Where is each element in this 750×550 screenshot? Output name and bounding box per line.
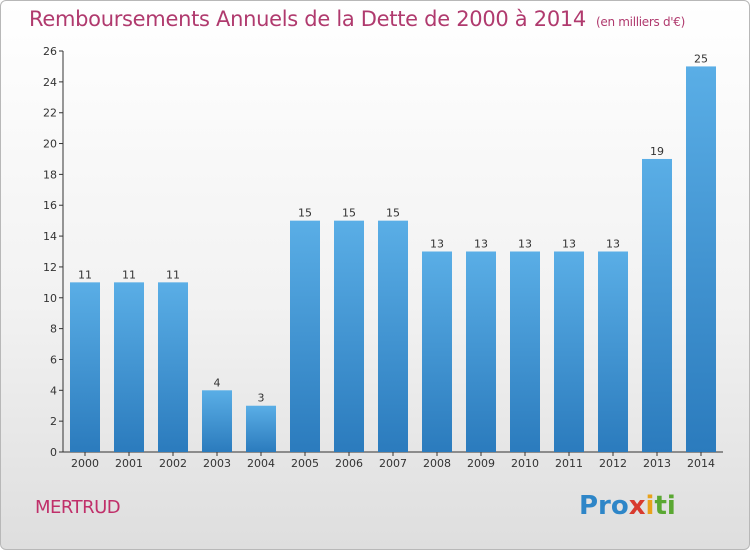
bar-value-label: 15 bbox=[298, 207, 312, 220]
y-tick-label: 12 bbox=[43, 261, 57, 274]
bar-2013 bbox=[642, 158, 672, 452]
y-tick-label: 20 bbox=[43, 138, 57, 151]
x-tick-label: 2009 bbox=[467, 457, 495, 470]
bar-value-label: 19 bbox=[650, 145, 664, 158]
x-tick-label: 2004 bbox=[247, 457, 275, 470]
x-tick-label: 2013 bbox=[643, 457, 671, 470]
bar-value-label: 11 bbox=[166, 268, 180, 281]
bar-2007 bbox=[378, 220, 408, 452]
bar-2010 bbox=[510, 251, 540, 452]
bar-2004 bbox=[246, 405, 276, 452]
x-tick-label: 2001 bbox=[115, 457, 143, 470]
bar-2008 bbox=[422, 251, 452, 452]
y-tick-label: 18 bbox=[43, 168, 57, 181]
y-tick-label: 24 bbox=[43, 76, 57, 89]
y-tick-label: 14 bbox=[43, 230, 57, 243]
bar-2003 bbox=[202, 390, 232, 452]
bar-value-label: 11 bbox=[78, 268, 92, 281]
bar-2011 bbox=[554, 251, 584, 452]
y-tick-label: 8 bbox=[50, 323, 57, 336]
bar-2009 bbox=[466, 251, 496, 452]
bar-value-label: 13 bbox=[606, 238, 620, 251]
x-tick-label: 2000 bbox=[71, 457, 99, 470]
bar-value-label: 13 bbox=[518, 238, 532, 251]
bar-value-label: 4 bbox=[214, 376, 221, 389]
x-tick-label: 2014 bbox=[687, 457, 715, 470]
bar-value-label: 13 bbox=[562, 238, 576, 251]
x-tick-label: 2006 bbox=[335, 457, 363, 470]
bar-2012 bbox=[598, 251, 628, 452]
bar-2000 bbox=[70, 282, 100, 452]
x-tick-label: 2007 bbox=[379, 457, 407, 470]
y-tick-label: 0 bbox=[50, 446, 57, 459]
x-tick-label: 2008 bbox=[423, 457, 451, 470]
bar-2006 bbox=[334, 220, 364, 452]
bar-value-label: 15 bbox=[386, 207, 400, 220]
bar-value-label: 3 bbox=[258, 392, 265, 405]
x-tick-label: 2011 bbox=[555, 457, 583, 470]
bar-value-label: 11 bbox=[122, 268, 136, 281]
bar-2014 bbox=[686, 66, 716, 452]
bar-value-label: 13 bbox=[430, 238, 444, 251]
y-tick-label: 6 bbox=[50, 353, 57, 366]
commune-name: MERTRUD bbox=[35, 497, 121, 518]
bar-value-label: 15 bbox=[342, 207, 356, 220]
x-tick-label: 2010 bbox=[511, 457, 539, 470]
bar-value-label: 13 bbox=[474, 238, 488, 251]
bar-2005 bbox=[290, 220, 320, 452]
x-tick-label: 2005 bbox=[291, 457, 319, 470]
bar-2001 bbox=[114, 282, 144, 452]
y-tick-label: 2 bbox=[50, 415, 57, 428]
x-tick-label: 2002 bbox=[159, 457, 187, 470]
bar-2002 bbox=[158, 282, 188, 452]
x-tick-label: 2012 bbox=[599, 457, 627, 470]
y-tick-label: 26 bbox=[43, 45, 57, 58]
chart-bars: 11 11 11 4 3 15 15 15 13 13 13 13 13 19 25 bbox=[70, 52, 716, 452]
y-tick-label: 10 bbox=[43, 292, 57, 305]
chart-title: Remboursements Annuels de la Dette de 20… bbox=[29, 7, 685, 31]
chart-unit: (en milliers d'€) bbox=[596, 15, 686, 29]
bar-value-label: 25 bbox=[694, 52, 708, 65]
y-tick-label: 16 bbox=[43, 199, 57, 212]
y-tick-label: 4 bbox=[50, 384, 57, 397]
x-tick-label: 2003 bbox=[203, 457, 231, 470]
y-tick-label: 22 bbox=[43, 107, 57, 120]
chart-title-text: Remboursements Annuels de la Dette de 20… bbox=[29, 7, 586, 31]
proxiti-logo: Proxiti bbox=[579, 491, 676, 521]
